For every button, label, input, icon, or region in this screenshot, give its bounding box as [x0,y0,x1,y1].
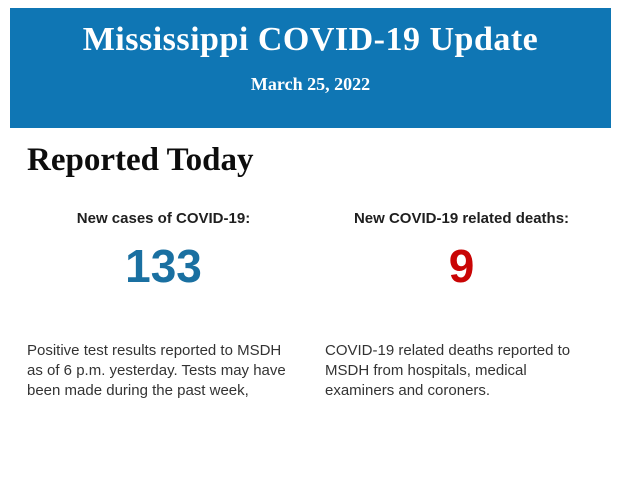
report-date: March 25, 2022 [250,74,371,94]
new-cases-label: New cases of COVID-19: [76,210,251,227]
new-cases-description: Positive test results reported to MSDH a… [27,342,286,399]
new-deaths-description: COVID-19 related deaths reported to MSDH… [325,342,571,399]
new-deaths-value: 9 [448,240,475,292]
stat-new-deaths: New COVID-19 related deaths: 9 COVID-19 … [325,210,598,401]
new-cases-value: 133 [125,240,202,292]
header-banner: Mississippi COVID-19 Update March 25, 20… [10,8,611,128]
section-heading: Reported Today [27,142,254,178]
new-deaths-label: New COVID-19 related deaths: [353,210,570,227]
page-title: Mississippi COVID-19 Update [82,21,539,58]
stat-new-cases: New cases of COVID-19: 133 Positive test… [27,210,300,401]
